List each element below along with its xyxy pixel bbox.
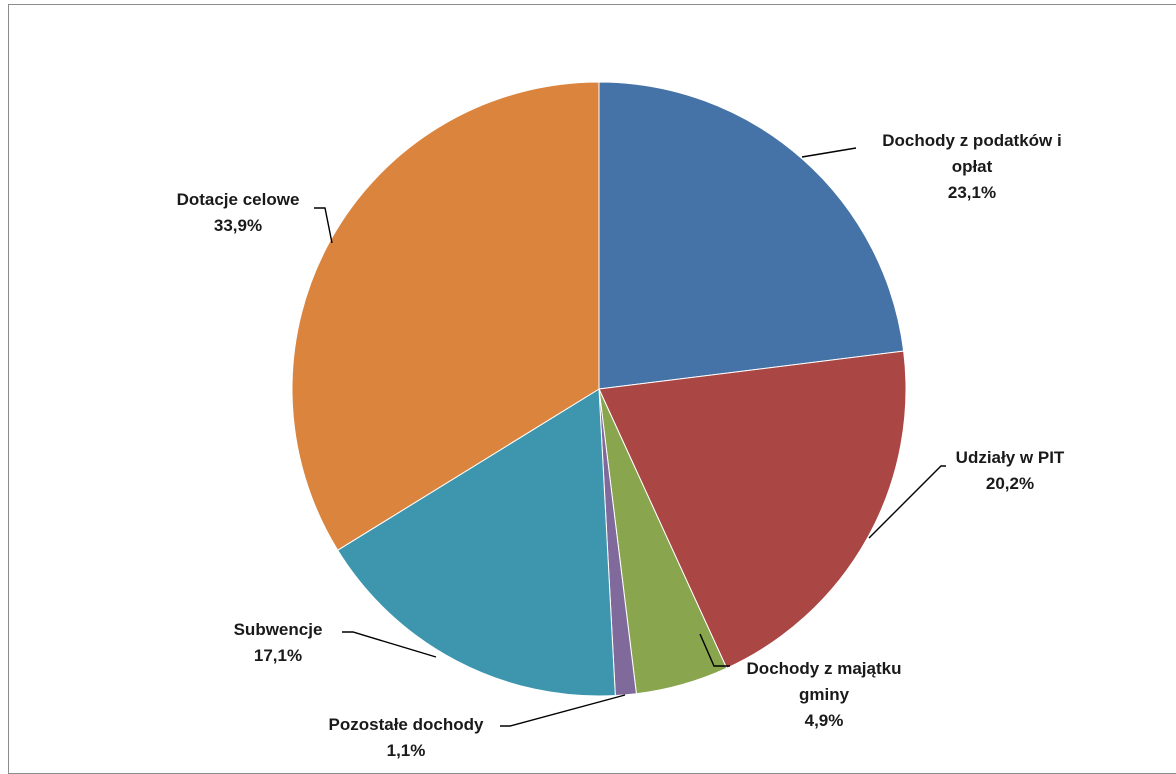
data-label-category: opłat	[952, 157, 993, 176]
data-label-category: Dochody z majątku	[747, 659, 902, 678]
leader-line	[699, 633, 730, 667]
data-label-category: Dotacje celowe	[177, 190, 300, 209]
pie-slice	[598, 81, 905, 390]
data-label-value: 17,1%	[254, 646, 302, 665]
pie-slices	[291, 81, 907, 697]
pie-slice	[598, 350, 907, 669]
leader-lines	[314, 147, 946, 727]
data-label-category: gminy	[799, 685, 850, 704]
leader-line	[314, 207, 333, 244]
data-label-value: 33,9%	[214, 216, 262, 235]
leader-line	[868, 465, 946, 539]
data-label-category: Dochody z podatków i	[882, 131, 1061, 150]
data-label-value: 4,9%	[805, 711, 844, 730]
data-label: Pozostałe dochody 1,1%	[329, 715, 484, 760]
data-label: Udziały w PIT 20,2%	[956, 448, 1065, 493]
data-label-category: Subwencje	[234, 620, 323, 639]
data-labels: Dochody z podatków i opłat 23,1% Udziały w …	[177, 131, 1065, 760]
data-label: Dochody z podatków i opłat 23,1%	[882, 131, 1061, 202]
pie-slice	[337, 388, 616, 697]
data-label: Subwencje 17,1%	[234, 620, 323, 665]
data-label-category: Udziały w PIT	[956, 448, 1065, 467]
data-label-value: 1,1%	[387, 741, 426, 760]
leader-line	[801, 147, 857, 158]
data-label-value: 23,1%	[948, 183, 996, 202]
leader-line	[342, 631, 437, 658]
data-label-value: 20,2%	[986, 474, 1034, 493]
leader-line	[500, 694, 626, 727]
data-label: Dochody z majątku gminy 4,9%	[747, 659, 902, 730]
data-label: Dotacje celowe 33,9%	[177, 190, 300, 235]
data-label-category: Pozostałe dochody	[329, 715, 484, 734]
